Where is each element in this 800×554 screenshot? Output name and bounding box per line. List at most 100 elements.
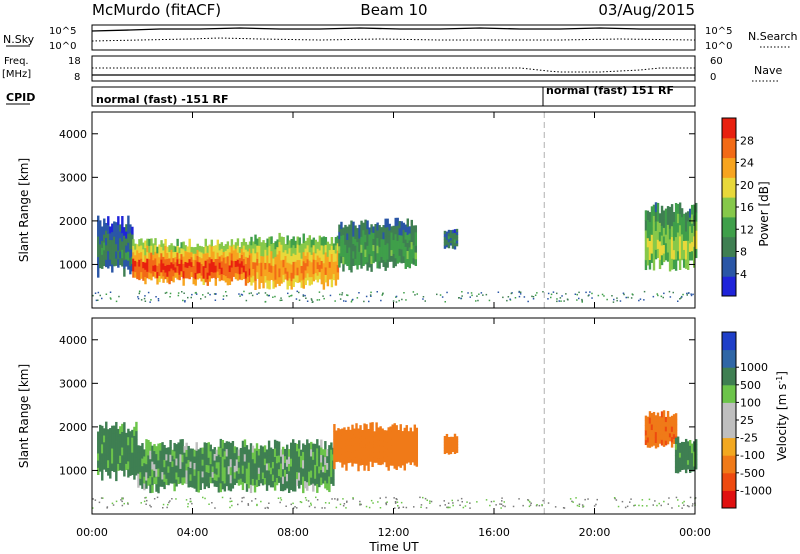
power-speckle-cell — [144, 300, 147, 302]
power-echo-cell — [113, 258, 116, 267]
power-echo-cell — [372, 226, 375, 233]
velocity-speckle-cell — [451, 499, 453, 502]
velocity-echo-cell — [123, 440, 126, 450]
velocity-echo-cell — [357, 442, 360, 451]
velocity-echo-cell — [361, 435, 364, 442]
velocity-echo-cell — [451, 439, 455, 443]
power-speckle-cell — [149, 301, 151, 303]
velocity-echo-cell — [147, 455, 150, 464]
velocity-speckle-cell — [268, 502, 270, 504]
power-echo-cell — [404, 231, 407, 240]
velocity-speckle-cell — [476, 501, 478, 503]
power-echo-cell — [280, 252, 283, 261]
velocity-echo-cell — [445, 437, 449, 441]
velocity-echo-cell — [306, 456, 309, 466]
power-speckle-cell — [150, 299, 152, 301]
velocity-speckle-cell — [578, 503, 581, 505]
power-echo-cell — [292, 278, 295, 287]
power-speckle-cell — [147, 291, 150, 294]
velocity-echo-cell — [205, 457, 208, 465]
power-echo-cell — [328, 255, 332, 262]
velocity-colorbar-swatch — [722, 332, 736, 351]
power-echo-cell — [682, 249, 686, 259]
velocity-echo-cell — [269, 454, 273, 462]
velocity-echo-cell — [371, 422, 374, 430]
power-echo-cell — [686, 211, 690, 222]
velocity-speckle-cell — [237, 503, 239, 506]
power-echo-cell — [320, 260, 324, 269]
power-echo-cell — [272, 250, 275, 259]
power-echo-cell — [650, 234, 654, 245]
power-echo-cell — [400, 228, 403, 236]
velocity-echo-cell — [129, 453, 132, 462]
velocity-echo-cell — [201, 447, 204, 454]
power-echo-cell — [202, 246, 205, 254]
velocity-speckle-cell — [641, 499, 644, 501]
velocity-echo-cell — [330, 469, 333, 478]
velocity-echo-cell — [207, 480, 210, 489]
velocity-echo-cell — [695, 454, 698, 460]
power-echo-cell — [113, 221, 116, 230]
velocity-echo-cell — [316, 465, 319, 476]
velocity-echo-cell — [207, 449, 210, 458]
power-speckle-cell — [99, 294, 101, 297]
velocity-echo-cell — [269, 447, 273, 455]
power-speckle-cell — [187, 296, 189, 299]
velocity-echo-cell — [656, 429, 660, 436]
power-echo-cell — [146, 245, 149, 253]
velocity-colorbar-tick-label: 1000 — [740, 361, 768, 374]
power-echo-cell — [308, 251, 311, 261]
velocity-speckle-cell — [660, 504, 662, 507]
power-echo-cell — [360, 236, 363, 245]
velocity-speckle-cell — [336, 498, 339, 500]
power-echo-cell — [376, 237, 379, 246]
velocity-colorbar-tick-label: 500 — [740, 379, 761, 392]
power-echo-cell — [314, 246, 318, 254]
velocity-echo-cell — [330, 456, 333, 464]
velocity-speckle-cell — [402, 506, 405, 508]
velocity-echo-cell — [277, 455, 281, 463]
power-echo-cell — [330, 253, 334, 263]
velocity-echo-cell — [175, 472, 178, 480]
power-echo-cell — [412, 257, 416, 265]
power-echo-cell — [334, 253, 338, 262]
velocity-echo-cell — [375, 455, 378, 463]
power-echo-cell — [455, 228, 459, 233]
velocity-echo-cell — [666, 416, 670, 423]
power-speckle-cell — [137, 297, 140, 300]
velocity-echo-cell — [253, 463, 257, 471]
velocity-echo-cell — [674, 430, 678, 437]
velocity-echo-cell — [289, 473, 293, 483]
velocity-echo-cell — [285, 451, 289, 460]
velocity-echo-cell — [277, 462, 281, 470]
power-speckle-cell — [422, 296, 425, 298]
velocity-echo-cell — [183, 458, 186, 466]
power-echo-cell — [172, 257, 175, 265]
velocity-echo-cell — [363, 454, 366, 463]
power-echo-cell — [332, 261, 336, 269]
velocity-echo-cell — [185, 463, 188, 471]
power-echo-cell — [156, 271, 159, 279]
power-echo-cell — [240, 242, 244, 249]
power-echo-cell — [336, 264, 340, 273]
power-echo-cell — [294, 268, 297, 276]
power-echo-cell — [121, 216, 124, 225]
power-echo-cell — [668, 260, 672, 272]
power-echo-cell — [336, 257, 340, 266]
power-echo-cell — [334, 245, 338, 254]
velocity-echo-cell — [684, 467, 688, 474]
velocity-speckle-cell — [175, 498, 177, 500]
velocity-echo-cell — [664, 440, 668, 446]
power-echo-cell — [354, 238, 357, 246]
power-speckle-cell — [547, 292, 550, 295]
power-speckle-cell — [258, 292, 260, 294]
velocity-echo-cell — [403, 463, 406, 471]
power-echo-cell — [270, 236, 273, 244]
velocity-echo-cell — [664, 430, 668, 437]
velocity-echo-cell — [269, 480, 273, 488]
power-echo-cell — [144, 247, 147, 256]
velocity-echo-cell — [296, 450, 299, 459]
velocity-echo-cell — [281, 446, 285, 455]
power-echo-cell — [390, 243, 393, 251]
velocity-echo-cell — [391, 431, 394, 439]
